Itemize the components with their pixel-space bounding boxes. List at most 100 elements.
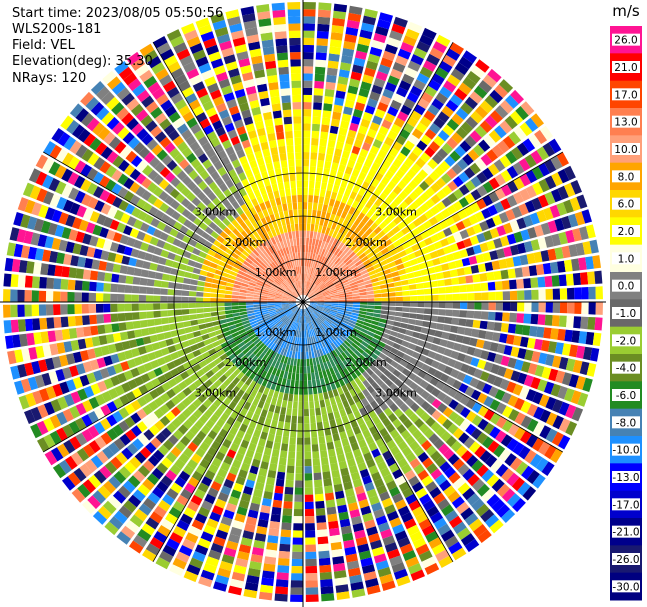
ppi-gate [378,221,388,230]
ppi-gate [536,209,547,223]
ppi-gate [350,254,359,262]
ppi-gate [395,291,403,297]
ppi-gate [365,435,375,445]
ppi-gate [517,348,527,360]
ppi-gate [285,479,294,488]
ppi-gate [469,337,478,347]
ppi-gate [512,161,525,175]
ppi-gate [232,520,244,530]
ppi-gate [294,387,299,395]
ppi-gate [307,291,313,297]
ppi-gate [458,197,470,208]
ppi-gate [437,279,445,287]
ppi-gate [371,337,380,345]
ppi-gate [103,283,111,292]
ppi-gate [518,158,531,172]
ppi-gate [288,328,293,336]
ppi-gate [321,311,329,317]
ppi-gate [398,190,409,200]
ppi-gate [346,373,354,382]
ppi-gate [464,512,479,526]
ppi-gate [311,130,320,139]
ppi-gate [446,340,455,350]
ppi-gate [472,478,485,492]
ppi-gate [289,437,296,445]
ppi-gate [133,329,143,338]
ppi-gate [375,239,384,247]
ppi-gate [292,537,303,545]
ppi-gate [225,540,239,551]
ppi-gate [380,314,388,319]
ppi-gate [491,144,504,158]
ppi-gate [247,568,261,578]
ppi-gate [356,132,366,142]
ppi-gate [439,86,453,99]
ppi-gate [453,521,467,535]
ppi-gate [17,274,26,288]
ppi-gate [313,287,320,293]
ppi-gate [550,448,563,463]
ppi-gate [255,445,265,454]
ppi-gate [357,221,366,230]
ppi-gate [503,222,513,234]
ppi-gate [276,131,285,140]
ppi-gate [425,530,439,543]
ppi-gate [262,454,271,463]
ppi-gate [323,103,333,112]
ppi-gate [198,323,207,330]
ppi-gate [315,174,322,182]
ppi-gate [442,407,454,418]
ppi-gate [326,281,333,287]
ppi-gate [141,523,156,536]
ppi-gate [502,312,510,322]
ppi-gate [312,286,318,292]
ppi-gate [293,116,302,124]
ppi-gate [316,305,324,309]
ppi-gate [374,293,382,298]
ppi-gate [291,415,297,424]
ppi-gate [356,249,364,257]
ppi-gate [423,237,433,246]
ppi-gate [498,448,511,462]
ppi-gate [308,394,314,402]
ppi-gate [291,573,303,581]
ppi-gate [231,459,242,469]
ppi-gate [110,283,119,293]
ppi-gate [419,34,434,47]
ppi-gate [380,176,390,186]
ppi-gate [318,145,327,154]
ppi-gate [297,308,301,316]
ppi-gate [585,224,596,239]
ppi-gate [357,316,366,322]
ppi-gate [265,348,272,356]
ppi-gate [289,37,301,46]
ppi-gate [320,264,326,272]
ppi-gate [377,230,386,239]
ppi-gate [466,454,479,468]
ppi-gate [529,212,540,225]
ppi-gate [324,305,332,308]
ppi-gate [320,211,327,219]
ppi-gate [304,308,307,316]
ppi-gate [526,434,539,448]
ppi-gate [415,487,428,499]
ppi-gate [304,416,310,424]
ppi-gate [329,287,337,292]
ppi-gate [434,212,445,223]
ppi-gate [240,537,253,547]
ppi-gate [462,50,477,64]
ppi-gate [303,401,309,410]
ppi-gate [303,173,309,181]
ppi-gate [493,270,502,280]
ppi-gate [54,265,63,277]
ppi-gate [527,227,537,239]
ppi-gate [210,298,218,302]
ppi-gate [475,59,490,73]
ppi-gate [495,416,508,429]
ppi-gate [457,326,466,335]
ppi-gate [349,509,361,519]
ppi-gate [522,138,536,152]
ppi-gate [403,122,415,134]
ppi-gate [483,422,495,435]
ppi-gate [362,512,374,523]
